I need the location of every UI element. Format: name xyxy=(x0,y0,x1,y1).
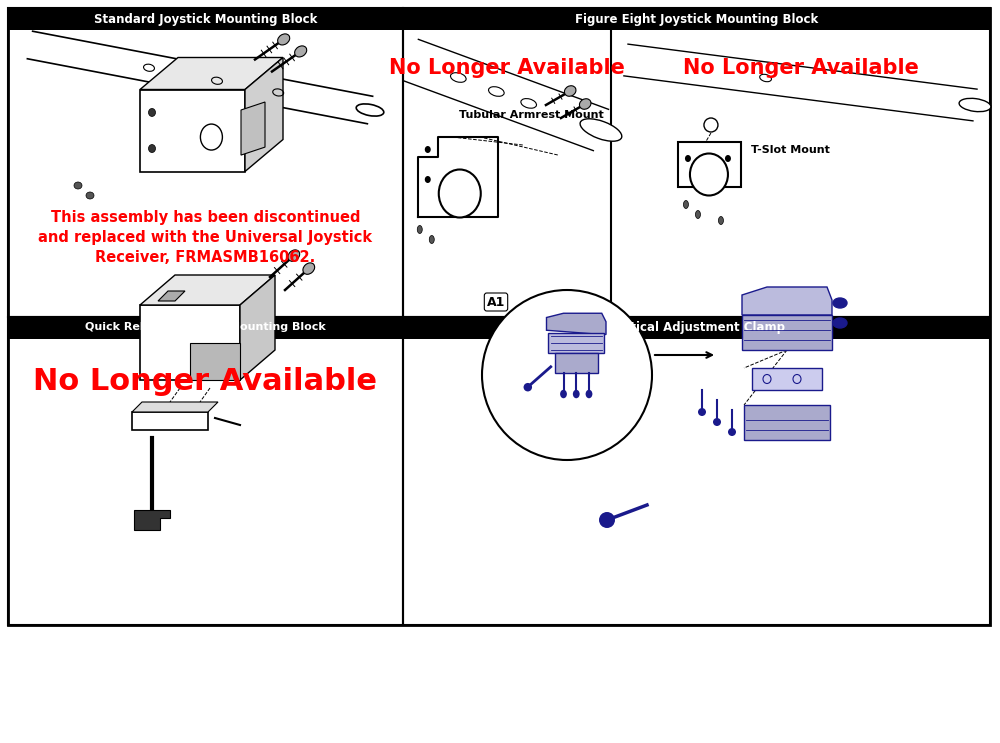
Text: Tubular Armrest Mount: Tubular Armrest Mount xyxy=(459,110,604,120)
Ellipse shape xyxy=(698,408,706,416)
Bar xyxy=(8,317,403,339)
Ellipse shape xyxy=(417,225,422,233)
Text: T-Slot Mount: T-Slot Mount xyxy=(751,145,830,155)
Bar xyxy=(403,317,990,339)
Polygon shape xyxy=(546,314,606,334)
Text: Vertical Adjustment Clamp: Vertical Adjustment Clamp xyxy=(608,321,785,334)
Ellipse shape xyxy=(579,99,591,109)
Ellipse shape xyxy=(148,145,156,152)
Circle shape xyxy=(482,290,652,460)
Ellipse shape xyxy=(356,104,384,116)
Ellipse shape xyxy=(86,192,94,199)
Bar xyxy=(742,315,832,350)
Ellipse shape xyxy=(74,182,82,189)
Ellipse shape xyxy=(573,390,580,398)
Ellipse shape xyxy=(560,390,567,398)
Bar xyxy=(752,368,822,390)
Bar xyxy=(744,405,830,440)
Text: No Longer Available: No Longer Available xyxy=(683,58,918,78)
Polygon shape xyxy=(742,287,832,315)
Text: This assembly has been discontinued
and replaced with the Universal Joystick
Rec: This assembly has been discontinued and … xyxy=(38,210,372,265)
Ellipse shape xyxy=(959,98,991,111)
Ellipse shape xyxy=(425,146,431,153)
Bar xyxy=(678,141,741,186)
Ellipse shape xyxy=(704,118,718,132)
Ellipse shape xyxy=(524,383,532,392)
Bar xyxy=(403,8,990,317)
Ellipse shape xyxy=(429,236,434,244)
Ellipse shape xyxy=(713,418,721,426)
Bar xyxy=(140,305,240,380)
Polygon shape xyxy=(132,402,218,412)
Polygon shape xyxy=(548,333,604,353)
Ellipse shape xyxy=(683,201,688,209)
Bar xyxy=(8,8,403,317)
Ellipse shape xyxy=(728,428,736,436)
Text: Standard Joystick Mounting Block: Standard Joystick Mounting Block xyxy=(94,13,317,25)
Ellipse shape xyxy=(278,34,290,45)
Ellipse shape xyxy=(303,263,315,274)
Bar xyxy=(403,8,990,30)
Polygon shape xyxy=(140,275,275,305)
Bar xyxy=(8,8,990,625)
Polygon shape xyxy=(555,353,598,373)
Ellipse shape xyxy=(295,46,307,57)
Bar xyxy=(132,412,208,430)
Ellipse shape xyxy=(200,124,222,150)
Ellipse shape xyxy=(425,176,431,183)
Ellipse shape xyxy=(695,210,700,218)
Ellipse shape xyxy=(685,155,691,162)
Ellipse shape xyxy=(564,85,576,97)
Ellipse shape xyxy=(690,154,728,195)
Ellipse shape xyxy=(833,298,847,308)
Text: No Longer Available: No Longer Available xyxy=(33,366,377,395)
Polygon shape xyxy=(190,343,240,380)
Ellipse shape xyxy=(288,250,300,262)
Ellipse shape xyxy=(599,512,615,528)
Ellipse shape xyxy=(439,169,481,218)
Bar xyxy=(8,8,403,30)
Polygon shape xyxy=(134,510,170,530)
Polygon shape xyxy=(240,275,275,380)
Bar xyxy=(140,89,245,172)
Ellipse shape xyxy=(725,155,731,162)
Polygon shape xyxy=(140,57,283,89)
Polygon shape xyxy=(241,102,265,155)
Polygon shape xyxy=(245,57,283,172)
Text: No Longer Available: No Longer Available xyxy=(389,58,625,78)
Bar xyxy=(403,317,990,625)
Text: Figure Eight Joystick Mounting Block: Figure Eight Joystick Mounting Block xyxy=(575,13,818,25)
Ellipse shape xyxy=(833,318,847,328)
Ellipse shape xyxy=(718,216,723,224)
Bar xyxy=(8,317,403,625)
Ellipse shape xyxy=(586,390,592,398)
Polygon shape xyxy=(158,291,185,301)
Ellipse shape xyxy=(148,108,156,117)
Text: Quick Release Joystick Mounting Block: Quick Release Joystick Mounting Block xyxy=(85,322,326,333)
Text: A1: A1 xyxy=(487,296,505,308)
Ellipse shape xyxy=(580,119,622,141)
